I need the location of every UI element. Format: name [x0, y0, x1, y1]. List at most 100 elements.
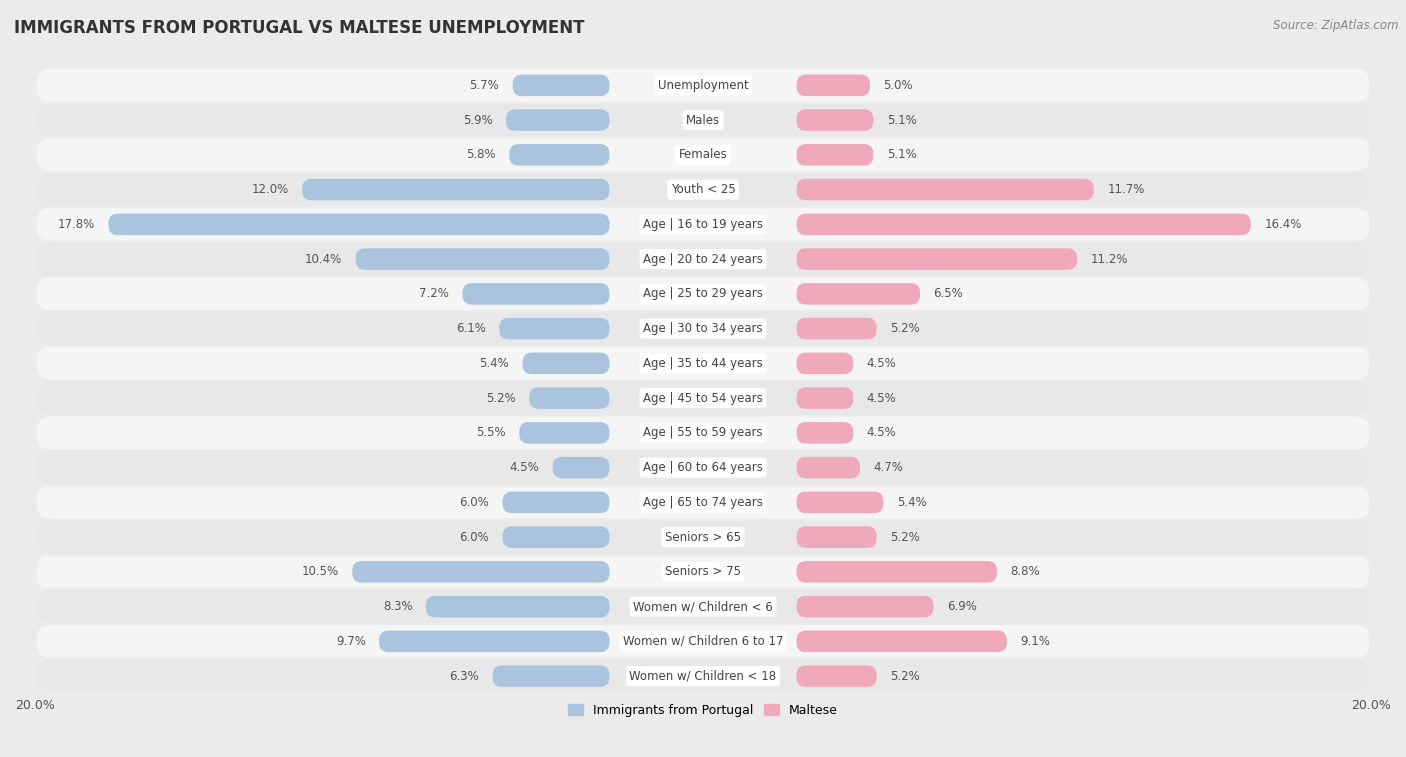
Text: 6.0%: 6.0% [460, 531, 489, 544]
FancyBboxPatch shape [797, 318, 877, 339]
Text: 9.7%: 9.7% [336, 635, 366, 648]
Text: 6.1%: 6.1% [456, 322, 486, 335]
Text: 5.1%: 5.1% [887, 148, 917, 161]
Text: 4.5%: 4.5% [509, 461, 540, 474]
FancyBboxPatch shape [797, 179, 1094, 201]
FancyBboxPatch shape [37, 139, 1369, 171]
Text: 8.8%: 8.8% [1011, 565, 1040, 578]
FancyBboxPatch shape [797, 248, 1077, 270]
FancyBboxPatch shape [426, 596, 609, 618]
FancyBboxPatch shape [37, 625, 1369, 658]
FancyBboxPatch shape [519, 422, 609, 444]
Text: Age | 16 to 19 years: Age | 16 to 19 years [643, 218, 763, 231]
Text: 5.9%: 5.9% [463, 114, 492, 126]
FancyBboxPatch shape [797, 353, 853, 374]
FancyBboxPatch shape [380, 631, 609, 652]
Text: Unemployment: Unemployment [658, 79, 748, 92]
FancyBboxPatch shape [797, 665, 877, 687]
Text: 11.7%: 11.7% [1107, 183, 1144, 196]
Text: 5.5%: 5.5% [477, 426, 506, 439]
Text: Age | 45 to 54 years: Age | 45 to 54 years [643, 391, 763, 404]
Text: 5.8%: 5.8% [467, 148, 496, 161]
FancyBboxPatch shape [797, 213, 1251, 235]
FancyBboxPatch shape [492, 665, 609, 687]
Text: 6.3%: 6.3% [450, 670, 479, 683]
FancyBboxPatch shape [797, 631, 1007, 652]
FancyBboxPatch shape [302, 179, 609, 201]
FancyBboxPatch shape [37, 521, 1369, 553]
FancyBboxPatch shape [37, 278, 1369, 310]
FancyBboxPatch shape [463, 283, 609, 304]
Text: 5.1%: 5.1% [887, 114, 917, 126]
Text: 5.2%: 5.2% [890, 670, 920, 683]
FancyBboxPatch shape [797, 109, 873, 131]
FancyBboxPatch shape [37, 347, 1369, 380]
Text: Age | 60 to 64 years: Age | 60 to 64 years [643, 461, 763, 474]
Text: Age | 30 to 34 years: Age | 30 to 34 years [643, 322, 763, 335]
Text: 10.5%: 10.5% [302, 565, 339, 578]
Text: Age | 35 to 44 years: Age | 35 to 44 years [643, 357, 763, 370]
FancyBboxPatch shape [37, 69, 1369, 101]
Text: 11.2%: 11.2% [1091, 253, 1128, 266]
Text: Women w/ Children < 6: Women w/ Children < 6 [633, 600, 773, 613]
FancyBboxPatch shape [37, 243, 1369, 276]
FancyBboxPatch shape [37, 208, 1369, 241]
Text: IMMIGRANTS FROM PORTUGAL VS MALTESE UNEMPLOYMENT: IMMIGRANTS FROM PORTUGAL VS MALTESE UNEM… [14, 19, 585, 37]
Text: Seniors > 75: Seniors > 75 [665, 565, 741, 578]
FancyBboxPatch shape [529, 388, 609, 409]
Legend: Immigrants from Portugal, Maltese: Immigrants from Portugal, Maltese [564, 699, 842, 721]
Text: 5.7%: 5.7% [470, 79, 499, 92]
FancyBboxPatch shape [797, 144, 873, 166]
Text: Source: ZipAtlas.com: Source: ZipAtlas.com [1274, 19, 1399, 32]
Text: Women w/ Children < 18: Women w/ Children < 18 [630, 670, 776, 683]
FancyBboxPatch shape [797, 388, 853, 409]
FancyBboxPatch shape [797, 561, 997, 583]
Text: 12.0%: 12.0% [252, 183, 288, 196]
FancyBboxPatch shape [37, 556, 1369, 588]
FancyBboxPatch shape [37, 590, 1369, 623]
Text: 5.0%: 5.0% [883, 79, 912, 92]
FancyBboxPatch shape [37, 451, 1369, 484]
Text: 17.8%: 17.8% [58, 218, 96, 231]
Text: 10.4%: 10.4% [305, 253, 342, 266]
Text: Males: Males [686, 114, 720, 126]
FancyBboxPatch shape [797, 422, 853, 444]
Text: 5.2%: 5.2% [486, 391, 516, 404]
Text: 5.2%: 5.2% [890, 322, 920, 335]
FancyBboxPatch shape [499, 318, 609, 339]
FancyBboxPatch shape [502, 491, 609, 513]
Text: Age | 25 to 29 years: Age | 25 to 29 years [643, 288, 763, 301]
FancyBboxPatch shape [509, 144, 609, 166]
FancyBboxPatch shape [797, 283, 920, 304]
Text: Age | 65 to 74 years: Age | 65 to 74 years [643, 496, 763, 509]
FancyBboxPatch shape [797, 491, 883, 513]
Text: Youth < 25: Youth < 25 [671, 183, 735, 196]
FancyBboxPatch shape [797, 456, 860, 478]
FancyBboxPatch shape [797, 596, 934, 618]
Text: 4.7%: 4.7% [873, 461, 903, 474]
FancyBboxPatch shape [502, 526, 609, 548]
Text: 4.5%: 4.5% [866, 391, 897, 404]
FancyBboxPatch shape [37, 313, 1369, 345]
Text: 16.4%: 16.4% [1264, 218, 1302, 231]
FancyBboxPatch shape [356, 248, 609, 270]
FancyBboxPatch shape [108, 213, 609, 235]
Text: 5.4%: 5.4% [897, 496, 927, 509]
Text: 6.5%: 6.5% [934, 288, 963, 301]
Text: 7.2%: 7.2% [419, 288, 449, 301]
Text: 9.1%: 9.1% [1021, 635, 1050, 648]
FancyBboxPatch shape [37, 382, 1369, 414]
FancyBboxPatch shape [353, 561, 609, 583]
FancyBboxPatch shape [37, 486, 1369, 519]
FancyBboxPatch shape [37, 416, 1369, 449]
Text: Seniors > 65: Seniors > 65 [665, 531, 741, 544]
Text: 6.9%: 6.9% [946, 600, 977, 613]
Text: Age | 55 to 59 years: Age | 55 to 59 years [643, 426, 763, 439]
Text: Females: Females [679, 148, 727, 161]
FancyBboxPatch shape [523, 353, 609, 374]
FancyBboxPatch shape [506, 109, 609, 131]
FancyBboxPatch shape [37, 104, 1369, 136]
Text: 4.5%: 4.5% [866, 426, 897, 439]
Text: 5.4%: 5.4% [479, 357, 509, 370]
FancyBboxPatch shape [513, 75, 609, 96]
